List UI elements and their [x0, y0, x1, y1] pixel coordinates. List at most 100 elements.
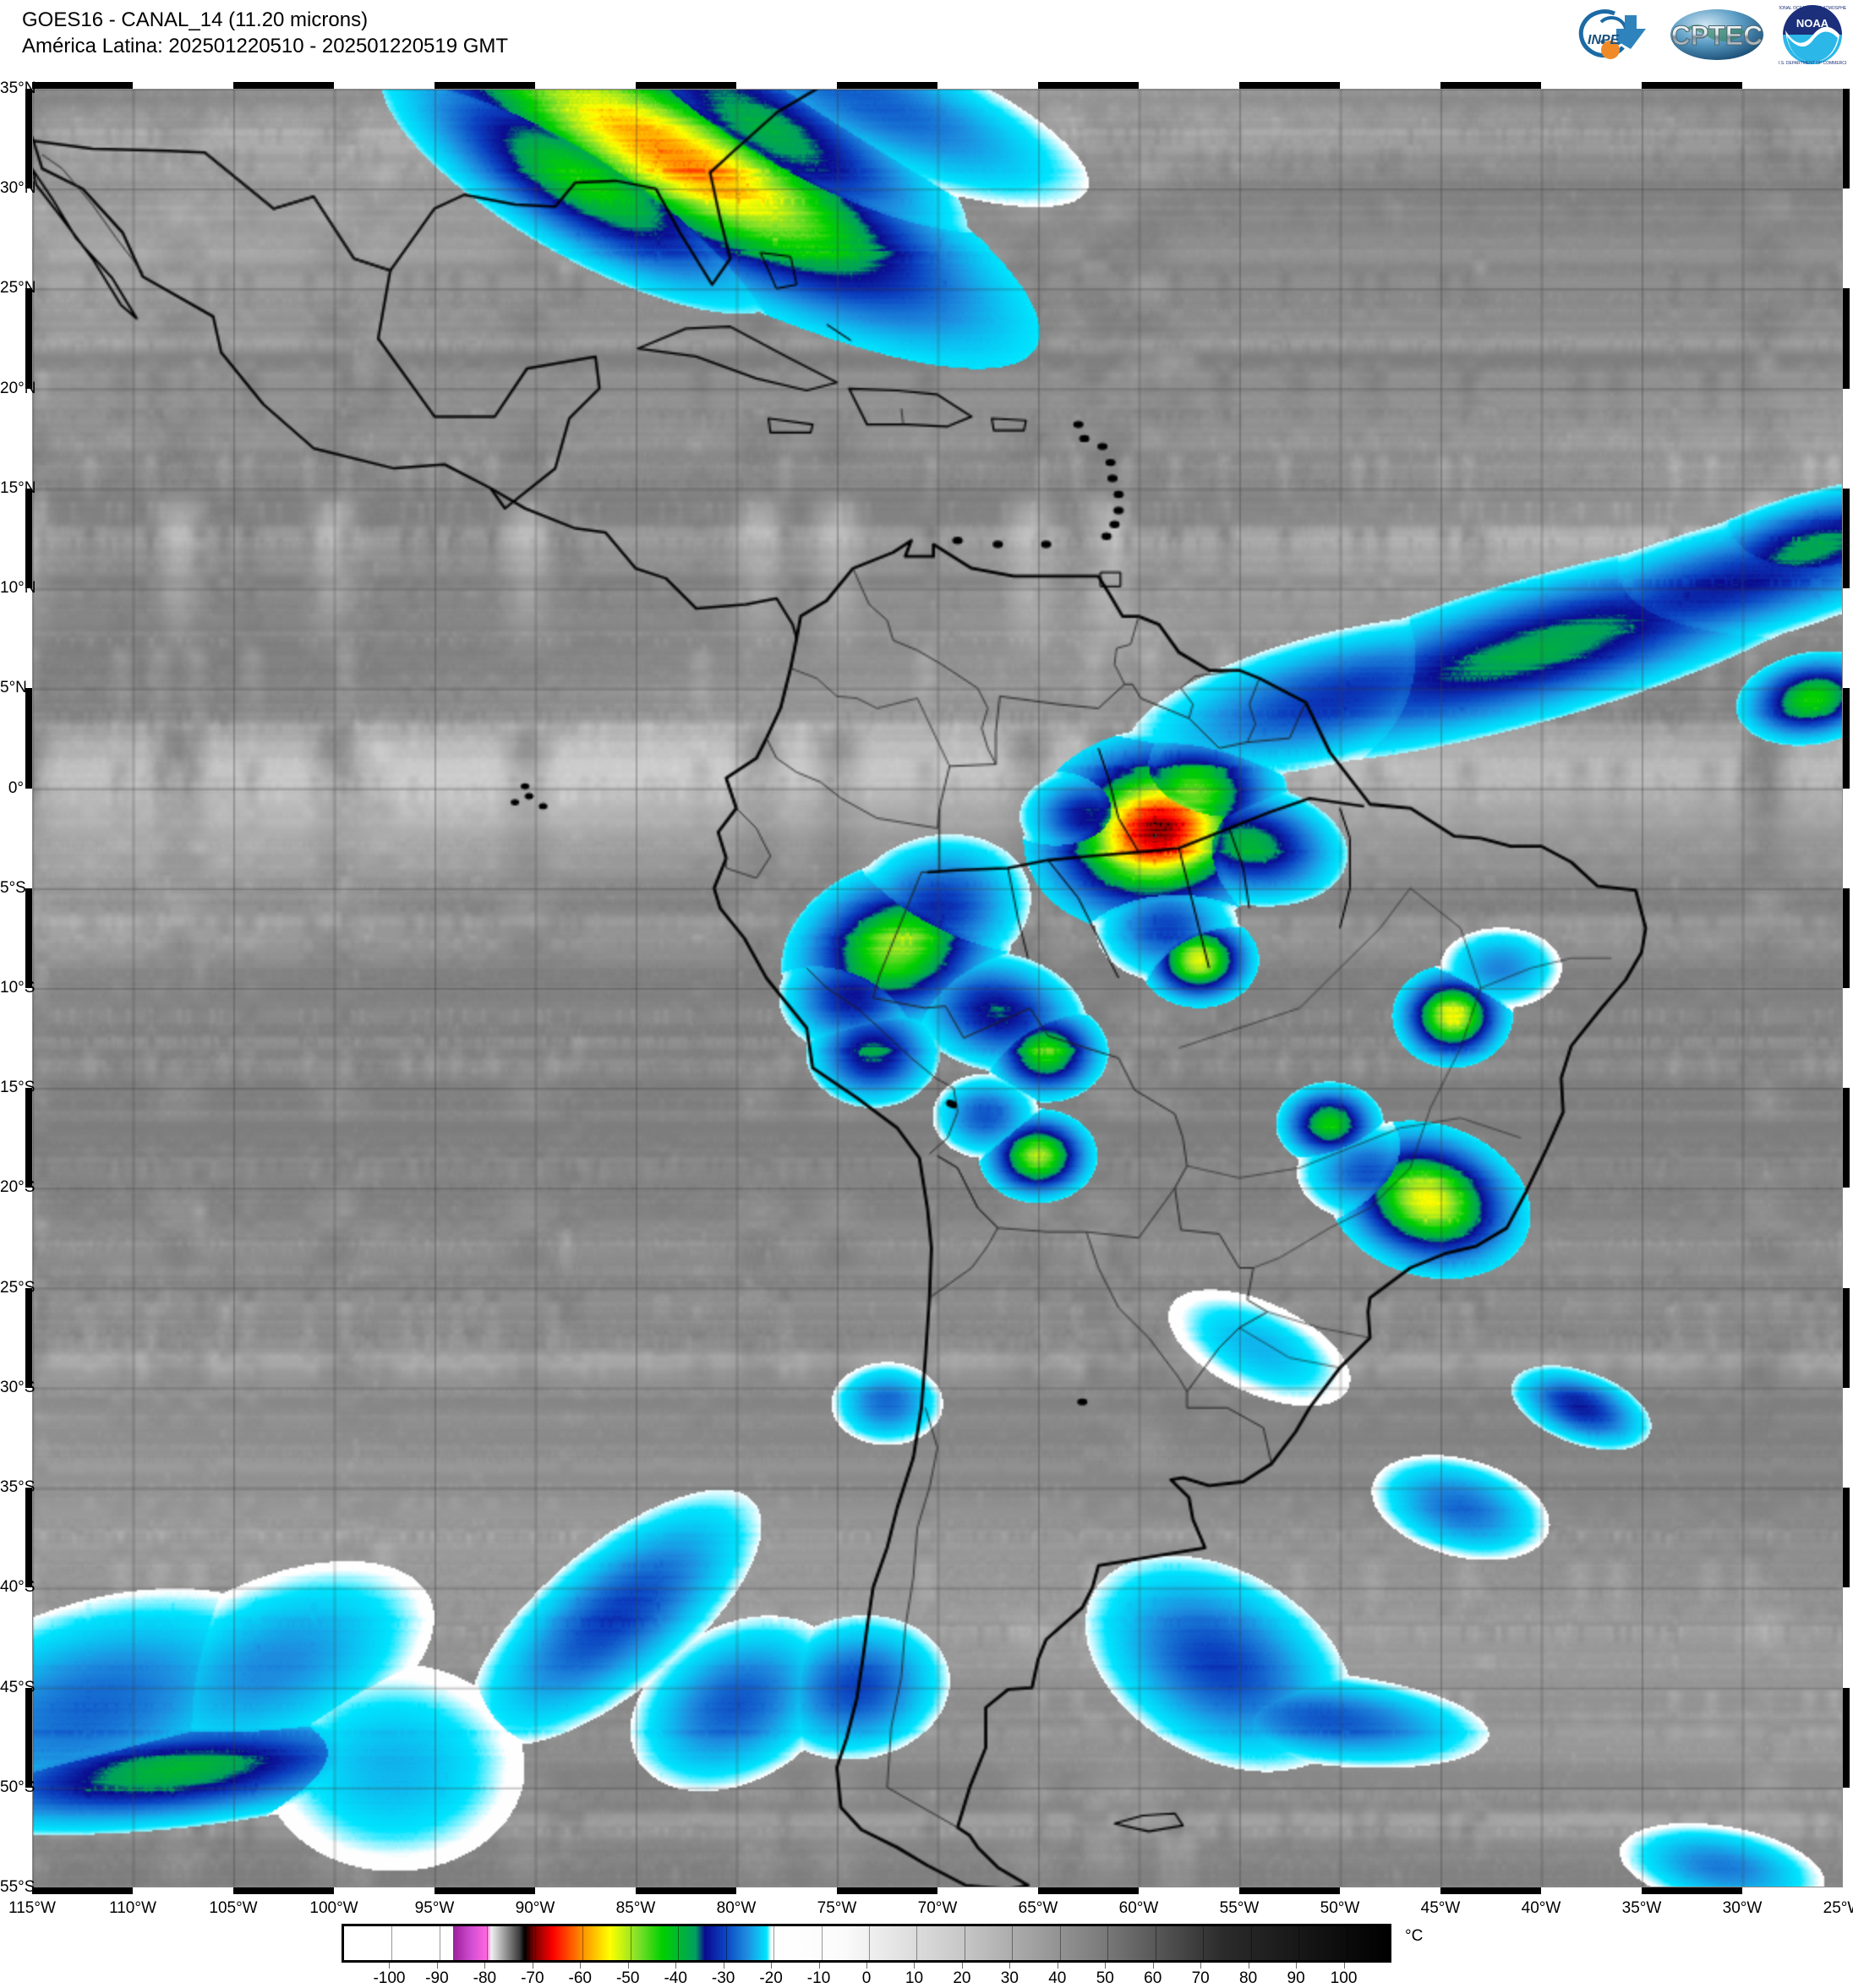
colorbar-separator — [1107, 1926, 1109, 1960]
lat-tick-label: 15°N — [0, 478, 36, 497]
lon-tick-label: 100°W — [309, 1899, 358, 1917]
colorbar-tick — [771, 1963, 773, 1969]
lon-tick-label: 60°W — [1118, 1899, 1159, 1917]
colorbar-unit-label: °C — [1405, 1927, 1424, 1945]
lat-tick-label: 10°N — [0, 579, 36, 598]
svg-text:INPE: INPE — [1588, 33, 1621, 47]
colorbar-tick — [914, 1963, 916, 1969]
lat-tick-label: 5°N — [0, 679, 27, 697]
colorbar[interactable]: -100 -90 -80 -70 -60 -50 -40 -30 -20 -10 0 10 20 30 40… — [342, 1924, 1423, 1987]
lat-tick-label: 10°S — [0, 979, 36, 997]
colorbar-tick-label: -50 — [615, 1969, 640, 1987]
colorbar-tick — [484, 1963, 486, 1969]
colorbar-gradient — [344, 1926, 1389, 1960]
lon-tick-label: 90°W — [515, 1899, 555, 1917]
colorbar-separator — [1298, 1926, 1300, 1960]
colorbar-tick-label: -60 — [568, 1969, 592, 1987]
colorbar-separator — [534, 1926, 536, 1960]
lon-tick-label: 55°W — [1219, 1899, 1260, 1917]
lat-tick-label: 35°N — [0, 79, 36, 97]
colorbar-tick-label: -30 — [711, 1969, 735, 1987]
lat-tick-label: 25°S — [0, 1278, 36, 1297]
colorbar-tick — [389, 1963, 391, 1969]
colorbar-tick — [961, 1963, 963, 1969]
colorbar-tick — [818, 1963, 820, 1969]
colorbar-tick — [675, 1963, 677, 1969]
colorbar-separator — [916, 1926, 918, 1960]
svg-text:NATIONAL OCEANIC AND ATMOSPHER: NATIONAL OCEANIC AND ATMOSPHERIC — [1779, 6, 1846, 11]
colorbar-tick-label: 10 — [905, 1969, 924, 1987]
colorbar-tick-label: 0 — [861, 1969, 872, 1987]
title-line-2: América Latina: 202501220510 - 202501220… — [22, 35, 509, 58]
map-image — [32, 89, 1843, 1887]
lon-tick-label: 45°W — [1420, 1899, 1461, 1917]
colorbar-separator — [487, 1926, 489, 1960]
colorbar-strip — [342, 1924, 1391, 1963]
logo-group: INPE CPTEC — [1564, 2, 1846, 68]
lon-tick-label: 35°W — [1621, 1899, 1662, 1917]
title-line-1: GOES16 - CANAL_14 (11.20 microns) — [22, 8, 369, 31]
colorbar-separator — [869, 1926, 870, 1960]
lat-tick-label: 30°N — [0, 179, 36, 198]
colorbar-tick-label: 80 — [1239, 1969, 1258, 1987]
lat-tick-label: 25°N — [0, 279, 36, 298]
colorbar-tick — [1009, 1963, 1011, 1969]
lon-tick-label: 110°W — [109, 1899, 156, 1917]
colorbar-tick — [1152, 1963, 1154, 1969]
svg-text:CPTEC: CPTEC — [1671, 20, 1763, 51]
lat-tick-label: 20°N — [0, 379, 36, 397]
colorbar-separator — [391, 1926, 393, 1960]
noaa-logo: NOAA NATIONAL OCEANIC AND ATMOSPHERIC U.… — [1779, 3, 1846, 66]
colorbar-tick-label: -80 — [473, 1969, 497, 1987]
colorbar-separator — [678, 1926, 680, 1960]
colorbar-tick-label: 20 — [953, 1969, 971, 1987]
lon-tick-label: 85°W — [615, 1899, 656, 1917]
lat-tick-label: 50°S — [0, 1778, 36, 1796]
lon-tick-label: 95°W — [414, 1899, 455, 1917]
lon-tick-label: 105°W — [209, 1899, 258, 1917]
colorbar-tick — [580, 1963, 582, 1969]
colorbar-tick-label: -10 — [806, 1969, 831, 1987]
colorbar-tick — [866, 1963, 867, 1969]
colorbar-tick — [1343, 1963, 1345, 1969]
colorbar-separator — [582, 1926, 584, 1960]
lon-tick-label: 30°W — [1722, 1899, 1763, 1917]
colorbar-separator — [1012, 1926, 1014, 1960]
lat-tick-label: 5°S — [0, 878, 26, 897]
colorbar-tick-label: 50 — [1096, 1969, 1114, 1987]
colorbar-separator — [1203, 1926, 1205, 1960]
colorbar-tick-label: -70 — [521, 1969, 544, 1987]
lat-tick-label: 40°S — [0, 1578, 36, 1597]
lat-tick-label: 15°S — [0, 1079, 36, 1097]
inpe-logo: INPE — [1564, 3, 1655, 66]
colorbar-tick — [1105, 1963, 1107, 1969]
page-title: GOES16 - CANAL_14 (11.20 microns) Améric… — [22, 7, 508, 59]
colorbar-tick-label: -40 — [664, 1969, 687, 1987]
colorbar-tick-label: 100 — [1330, 1969, 1358, 1987]
svg-text:U.S. DEPARTMENT OF COMMERCE: U.S. DEPARTMENT OF COMMERCE — [1779, 61, 1846, 66]
lon-tick-label: 50°W — [1320, 1899, 1360, 1917]
satellite-map[interactable] — [25, 82, 1850, 1894]
lat-tick-label: 0° — [8, 778, 24, 797]
lat-tick-label: 35°S — [0, 1478, 36, 1497]
colorbar-tick-label: -100 — [373, 1969, 406, 1987]
lon-tick-label: 25°W — [1823, 1899, 1853, 1917]
lon-tick-label: 115°W — [8, 1899, 56, 1917]
header: GOES16 - CANAL_14 (11.20 microns) Améric… — [0, 0, 1853, 89]
colorbar-tick — [1200, 1963, 1202, 1969]
lat-tick-label: 30°S — [0, 1378, 36, 1396]
svg-text:NOAA: NOAA — [1796, 17, 1829, 30]
colorbar-tick — [627, 1963, 629, 1969]
lat-tick-label: 20°S — [0, 1178, 36, 1197]
lon-tick-label: 80°W — [716, 1899, 757, 1917]
colorbar-separator — [821, 1926, 823, 1960]
colorbar-separator — [725, 1926, 727, 1960]
lat-tick-label: 45°S — [0, 1678, 36, 1696]
colorbar-tick-label: 90 — [1287, 1969, 1305, 1987]
lon-tick-label: 75°W — [817, 1899, 857, 1917]
colorbar-tick-label: -90 — [425, 1969, 449, 1987]
colorbar-tick-label: 40 — [1048, 1969, 1067, 1987]
colorbar-tick-label: 70 — [1191, 1969, 1210, 1987]
infrared-imagery-canvas — [32, 89, 1843, 1887]
lon-tick-label: 40°W — [1521, 1899, 1561, 1917]
